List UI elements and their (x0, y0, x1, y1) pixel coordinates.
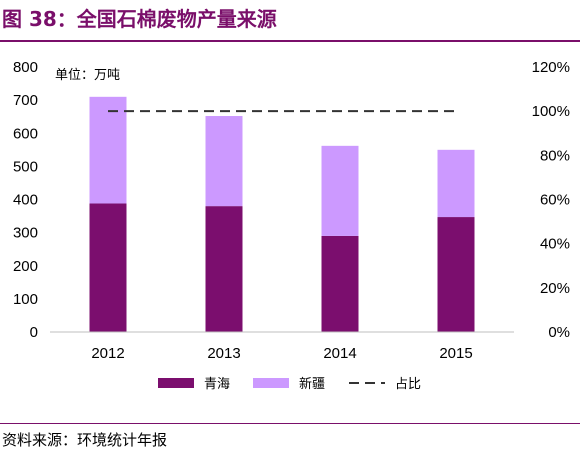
bar-新疆-2015 (437, 149, 475, 218)
bar-青海-2014 (321, 235, 359, 332)
right-tick-label: 20% (540, 280, 570, 297)
unit-label: 单位：万吨 (55, 67, 120, 82)
right-tick-label: 60% (540, 192, 570, 209)
bar-青海-2013 (205, 206, 243, 332)
figure-title: 图 38：全国石棉废物产量来源 (2, 7, 277, 31)
right-axis-ticks: 0% 20% 40% 60% 80% 100% 120% (532, 59, 570, 341)
legend-label: 占比 (395, 376, 421, 391)
right-tick-label: 100% (532, 103, 570, 120)
bar-series (89, 96, 475, 332)
source-note: 资料来源：环境统计年报 (2, 431, 168, 449)
x-axis-ticks: 2012 2013 2014 2015 (91, 345, 472, 362)
legend-swatch (158, 378, 194, 388)
left-axis-ticks: 0 100 200 300 400 500 600 700 800 (13, 59, 38, 341)
legend-label: 新疆 (299, 376, 325, 391)
x-tick-label: 2012 (91, 345, 124, 362)
bar-新疆-2012 (89, 96, 127, 204)
left-tick-label: 500 (13, 158, 38, 175)
left-tick-label: 200 (13, 258, 38, 275)
title-divider (0, 40, 580, 42)
asbestos-waste-chart: 0 100 200 300 400 500 600 700 800 0% 20% 40% 60% 80%… (13, 59, 570, 391)
x-tick-label: 2015 (439, 345, 472, 362)
bar-新疆-2014 (321, 145, 359, 236)
left-tick-label: 700 (13, 92, 38, 109)
right-tick-label: 120% (532, 59, 570, 76)
bar-青海-2012 (89, 203, 127, 332)
left-tick-label: 300 (13, 225, 38, 242)
legend-label: 青海 (204, 376, 230, 391)
legend: 青海 新疆 占比 (158, 376, 421, 391)
bar-新疆-2013 (205, 116, 243, 207)
right-tick-label: 0% (548, 324, 570, 341)
source-divider (0, 423, 580, 424)
bar-青海-2015 (437, 217, 475, 332)
right-tick-label: 80% (540, 147, 570, 164)
left-tick-label: 800 (13, 59, 38, 76)
right-tick-label: 40% (540, 236, 570, 253)
x-tick-label: 2014 (323, 345, 356, 362)
legend-swatch (253, 378, 289, 388)
left-tick-label: 0 (30, 324, 38, 341)
left-tick-label: 600 (13, 125, 38, 142)
left-tick-label: 100 (13, 291, 38, 308)
x-tick-label: 2013 (207, 345, 240, 362)
left-tick-label: 400 (13, 192, 38, 209)
